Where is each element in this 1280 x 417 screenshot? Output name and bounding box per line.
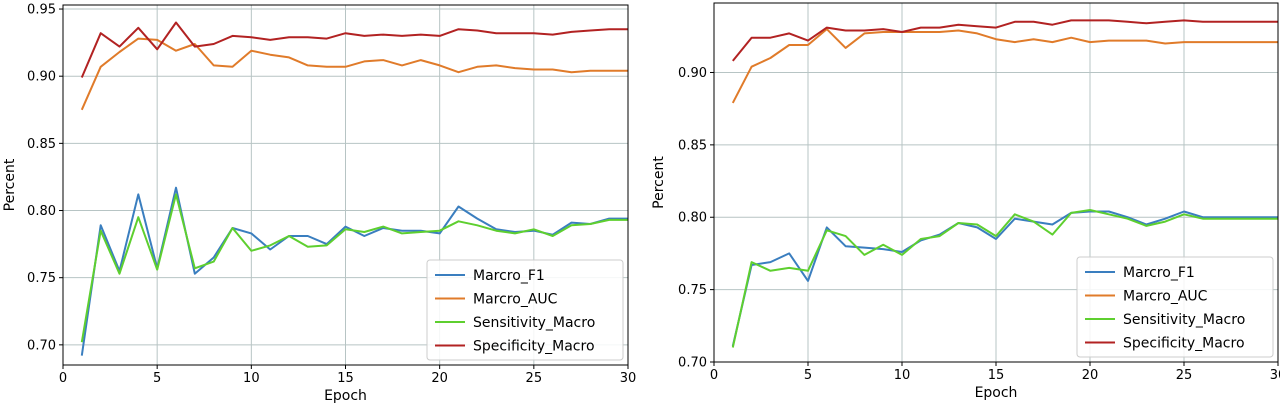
y-tick-label: 0.85 bbox=[678, 138, 707, 153]
legend-box bbox=[1076, 256, 1274, 358]
y-tick-label: 0.75 bbox=[27, 271, 56, 286]
x-axis-label: Epoch bbox=[975, 385, 1018, 401]
chart-right-svg: 0 5 10 15 20 25 30 0.70 0.75 0.80 0.85 0.90 Epoch Per… bbox=[651, 2, 1280, 401]
series-line-sensitivity-macro bbox=[80, 193, 628, 343]
x-tick-label: 20 bbox=[1082, 368, 1099, 383]
x-tick-label: 15 bbox=[337, 371, 354, 386]
legend-label: Sensitivity_Macro bbox=[1123, 312, 1245, 328]
legend-label: Sensitivity_Macro bbox=[473, 315, 595, 331]
x-tick-label: 5 bbox=[804, 368, 812, 383]
x-tick-label: 0 bbox=[59, 371, 67, 386]
legend-label: Specificity_Macro bbox=[1123, 336, 1245, 352]
x-tick-label: 0 bbox=[710, 368, 718, 383]
x-tick-label: 5 bbox=[153, 371, 161, 386]
y-axis-label: Percent bbox=[651, 156, 667, 209]
legend-label: Marcro_AUC bbox=[1123, 289, 1208, 305]
series-line-sensitivity-macro bbox=[731, 209, 1278, 348]
x-tick-label: 10 bbox=[243, 371, 260, 386]
y-tick-label: 0.95 bbox=[27, 3, 56, 18]
series-line-specificity-macro bbox=[732, 19, 1278, 62]
y-tick-label: 0.70 bbox=[27, 338, 56, 353]
legend-label: Specificity_Macro bbox=[473, 339, 595, 355]
y-axis-label: Percent bbox=[2, 158, 18, 211]
series-line-marcro-auc bbox=[731, 28, 1278, 104]
series-line-marcro-auc bbox=[80, 37, 628, 111]
x-tick-label: 25 bbox=[526, 371, 543, 386]
x-tick-label: 30 bbox=[620, 371, 637, 386]
legend-label: Marcro_AUC bbox=[473, 292, 558, 308]
chart-left-svg: 0 5 10 15 20 25 30 0.70 0.75 0.80 0.85 0.90 0.95 Epoc… bbox=[2, 3, 637, 404]
chart-left: 0 5 10 15 20 25 30 0.70 0.75 0.80 0.85 0.90 0.95 Epoc… bbox=[0, 0, 640, 413]
y-tick-label: 0.80 bbox=[678, 211, 707, 226]
legend-label: Marcro_F1 bbox=[1123, 265, 1195, 281]
x-tick-label: 20 bbox=[431, 371, 448, 386]
series-line-specificity-macro bbox=[80, 21, 628, 78]
x-tick-label: 30 bbox=[1270, 368, 1280, 383]
y-tick-label: 0.75 bbox=[678, 283, 707, 298]
y-tick-label: 0.80 bbox=[27, 204, 56, 219]
x-tick-label: 15 bbox=[988, 368, 1005, 383]
x-axis-label: Epoch bbox=[324, 388, 367, 404]
y-tick-label: 0.90 bbox=[27, 70, 56, 85]
x-tick-label: 10 bbox=[894, 368, 911, 383]
y-tick-label: 0.85 bbox=[27, 137, 56, 152]
y-tick-label: 0.90 bbox=[678, 66, 707, 81]
legend-label: Marcro_F1 bbox=[473, 268, 545, 284]
legend-box bbox=[426, 259, 624, 361]
x-tick-label: 25 bbox=[1176, 368, 1193, 383]
y-tick-label: 0.70 bbox=[678, 356, 707, 371]
chart-right: 0 5 10 15 20 25 30 0.70 0.75 0.80 0.85 0.90 Epoch Per… bbox=[640, 0, 1280, 413]
